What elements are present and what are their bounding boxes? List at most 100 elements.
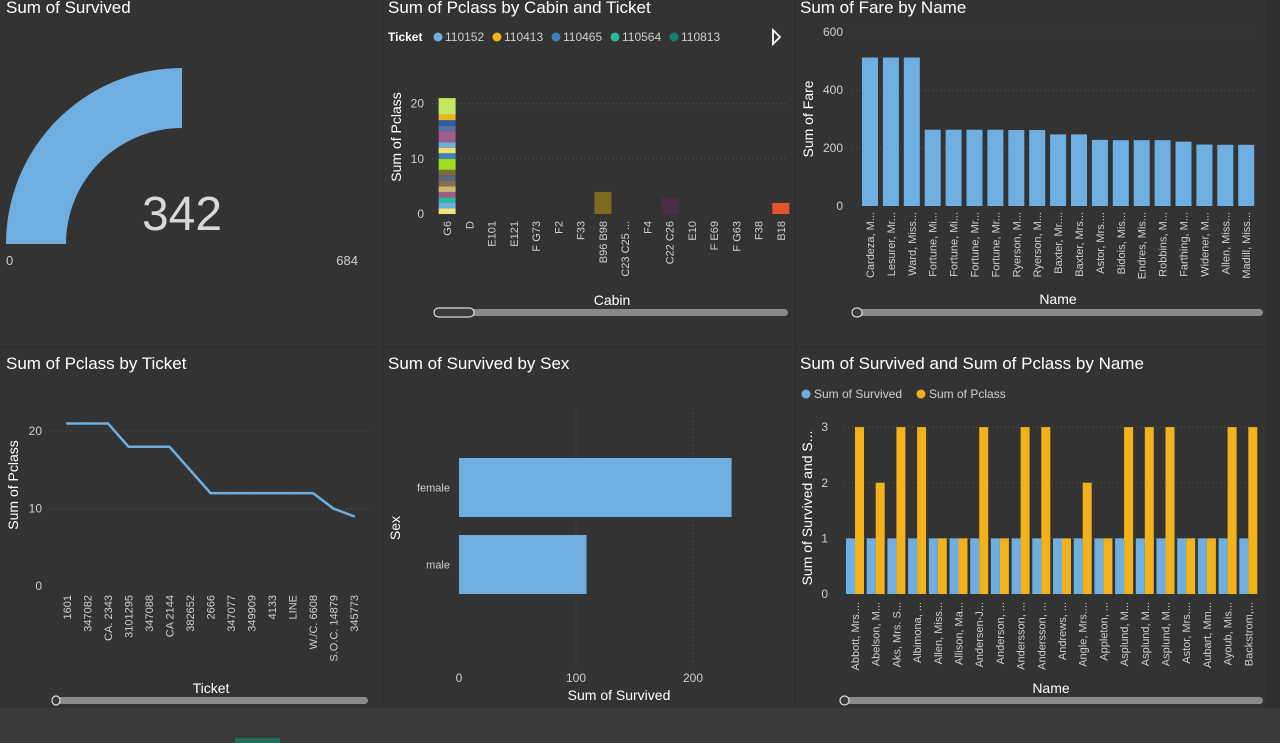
gauge-fill	[6, 68, 182, 244]
bar	[1091, 139, 1108, 206]
x-tick-label: F E69	[709, 221, 721, 250]
ticket-line-chart: 0 10 20 Sum of Pclass 1601 347082 CA. 2343 3101…	[5, 422, 372, 706]
x-tick-label: E121	[509, 221, 521, 247]
bar	[999, 538, 1009, 594]
x-tick-label: Backstrom,...	[1243, 602, 1255, 666]
x-tick-label: Robbins, M...	[1158, 212, 1170, 277]
x-tick-label: 347082	[83, 595, 95, 632]
x-tick-label: B96 B98	[598, 221, 610, 263]
y-tick-label: 0	[821, 587, 828, 601]
line-point	[147, 445, 151, 448]
scrollbar-thumb[interactable]	[839, 695, 850, 706]
y-tick-label: 0	[35, 579, 42, 593]
x-tick-label: G6	[442, 221, 454, 236]
x-tick-label: Allison, Ma...	[954, 602, 966, 665]
x-tick-label: Appleton, ...	[1098, 602, 1110, 661]
page-tab-indicator[interactable]	[235, 738, 280, 743]
chart-title: Sum of Pclass by Cabin and Ticket	[388, 0, 651, 17]
panel-fare-by-name: Sum of Fare by Name 0 200 400 600 Sum of Far…	[796, 0, 1266, 346]
x-tick-label: Fortune, Mr...	[990, 212, 1002, 277]
scrollbar-thumb[interactable]	[51, 695, 61, 706]
stacked-bar-segment	[438, 142, 456, 148]
scrollbar-track	[54, 697, 368, 704]
y-tick-label: 10	[411, 152, 425, 166]
x-tick-label: Angle, Mrs....	[1078, 602, 1090, 667]
scrollbar-thumb[interactable]	[433, 307, 475, 318]
bar	[1239, 538, 1249, 594]
x-tick-label: C23 C25 ...	[620, 221, 632, 277]
y-tick-label: male	[426, 560, 450, 572]
y-tick-label: 600	[823, 25, 843, 39]
x-tick-label: Andrews, ...	[1057, 602, 1069, 660]
stacked-bar-segment	[438, 208, 456, 214]
bar	[958, 538, 968, 594]
x-tick-label: Asplund, M...	[1140, 602, 1152, 666]
y-tick-label: 10	[29, 502, 43, 516]
bar	[924, 129, 941, 206]
bar	[1094, 538, 1104, 594]
x-tick-label: Ward, Miss...	[907, 212, 919, 276]
x-axis-title: Ticket	[193, 680, 230, 696]
chart-title: Sum of Fare by Name	[800, 0, 967, 17]
x-tick-label: S.O.C. 14879	[329, 595, 341, 662]
gauge-max-label: 684	[336, 253, 358, 268]
bar	[1133, 140, 1150, 206]
x-tick-label: Fortune, Mr...	[970, 212, 982, 277]
x-tick-label: Fortune, Mi...	[928, 212, 940, 277]
legend-marker	[916, 389, 926, 399]
legend-label: Sum of Survived	[814, 387, 902, 401]
x-tick-label: Anderson, ...	[995, 602, 1007, 664]
line-point	[291, 491, 294, 495]
line-point	[332, 507, 335, 510]
bar	[945, 129, 962, 206]
x-tick-label: Fortune, Mi...	[949, 212, 961, 277]
legend-label: 110152	[445, 30, 484, 44]
x-tick-label: 345773	[349, 595, 361, 632]
survived-pclass-bar-chart: Sum of Survived Sum of Pclass 0 1 2 3 Sum of S…	[799, 387, 1263, 706]
bar	[866, 538, 876, 594]
bar	[1008, 130, 1025, 206]
scrollbar-track	[854, 309, 1263, 316]
bar	[1186, 538, 1196, 594]
bar	[887, 538, 897, 594]
bar	[1227, 427, 1237, 594]
bar	[970, 538, 980, 594]
legend-next-icon[interactable]	[772, 27, 782, 47]
bar	[979, 427, 989, 594]
x-tick-label: Bidois, Mis...	[1116, 212, 1128, 274]
chart-title: Sum of Pclass by Ticket	[6, 354, 187, 373]
x-tick-label: 2666	[206, 595, 218, 619]
stacked-bar-segment	[438, 158, 456, 170]
bar	[862, 57, 878, 206]
scrollbar-track	[844, 697, 1263, 704]
legend-marker	[492, 32, 502, 42]
y-tick-label: 20	[29, 424, 43, 438]
legend-marker	[551, 32, 561, 42]
scrollbar-thumb[interactable]	[851, 307, 863, 318]
panel-survived-pclass-by-name: Sum of Survived and Sum of Pclass by Nam…	[796, 348, 1266, 708]
report-page-bar	[0, 708, 1280, 743]
x-tick-label: E101	[487, 221, 499, 247]
line-point	[106, 422, 110, 425]
bar	[917, 427, 927, 594]
bar	[882, 57, 899, 206]
bar	[966, 129, 983, 206]
stacked-bar-segment	[438, 120, 456, 126]
bar	[1218, 538, 1228, 594]
x-tick-label: Albimona, ...	[912, 602, 924, 663]
x-tick-label: 347077	[226, 595, 238, 632]
x-axis-title: Sum of Survived	[568, 687, 671, 703]
bar	[1073, 538, 1083, 594]
line-point	[250, 491, 253, 495]
bar	[1020, 427, 1030, 594]
panel-sum-of-survived: Sum of Survived 342 0 684	[0, 0, 382, 346]
chart-title: Sum of Survived	[6, 0, 131, 17]
series-line	[67, 422, 355, 518]
bar	[1217, 144, 1234, 206]
bar	[459, 535, 587, 594]
fare-bar-chart: 0 200 400 600 Sum of Fare Cardeza, M... Lesure…	[800, 25, 1263, 318]
x-tick-label: 4133	[267, 595, 279, 619]
line-point	[65, 422, 69, 425]
x-tick-label: Asplund, M...	[1119, 602, 1131, 666]
bar	[1124, 427, 1134, 594]
